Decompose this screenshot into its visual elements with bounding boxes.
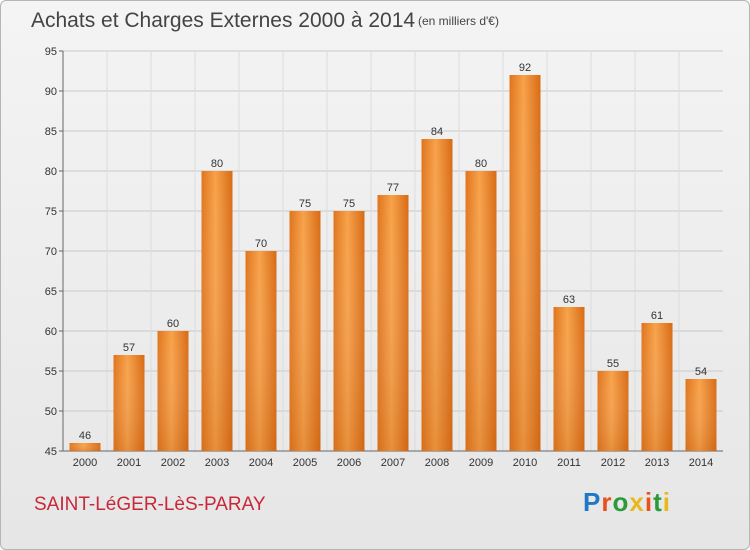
y-tick-label: 85 bbox=[45, 126, 57, 138]
x-tick-label-2002: 2002 bbox=[161, 457, 185, 469]
value-label-2014: 54 bbox=[695, 366, 707, 378]
value-label-2001: 57 bbox=[123, 342, 135, 354]
y-tick-label: 95 bbox=[45, 46, 57, 58]
value-label-2010: 92 bbox=[519, 62, 531, 74]
chart-title: Achats et Charges Externes 2000 à 2014 bbox=[31, 9, 416, 32]
x-tick-label-2004: 2004 bbox=[249, 457, 273, 469]
value-label-2013: 61 bbox=[651, 310, 663, 322]
brand-letter: i bbox=[644, 487, 654, 517]
x-tick-label-2009: 2009 bbox=[469, 457, 493, 469]
brand-letter: r bbox=[601, 487, 613, 517]
value-label-2000: 46 bbox=[79, 430, 91, 442]
commune-name: SAINT-LéGER-LèS-PARAY bbox=[34, 494, 266, 515]
brand-letter: x bbox=[629, 487, 645, 517]
value-label-2004: 70 bbox=[255, 238, 267, 250]
x-tick-label-2008: 2008 bbox=[425, 457, 449, 469]
value-label-2008: 84 bbox=[431, 126, 443, 138]
bar-shade-2006 bbox=[333, 211, 365, 451]
bar-shade-2003 bbox=[201, 171, 233, 451]
value-label-2012: 55 bbox=[607, 358, 619, 370]
brand-logo: Proxiti bbox=[583, 487, 671, 518]
x-tick-label-2013: 2013 bbox=[645, 457, 669, 469]
x-tick-label-2003: 2003 bbox=[205, 457, 229, 469]
bar-shade-2009 bbox=[465, 171, 497, 451]
y-tick-label: 70 bbox=[45, 246, 57, 258]
bar-shade-2005 bbox=[289, 211, 321, 451]
x-tick-label-2000: 2000 bbox=[73, 457, 97, 469]
chart-subtitle: (en milliers d'€) bbox=[418, 14, 499, 28]
value-label-2009: 80 bbox=[475, 158, 487, 170]
bars-layer bbox=[69, 75, 717, 451]
x-tick-label-2001: 2001 bbox=[117, 457, 141, 469]
y-tick-label: 45 bbox=[45, 446, 57, 458]
bar-shade-2010 bbox=[509, 75, 541, 451]
value-label-2002: 60 bbox=[167, 318, 179, 330]
x-tick-label-2005: 2005 bbox=[293, 457, 317, 469]
x-tick-label-2014: 2014 bbox=[689, 457, 713, 469]
value-label-2003: 80 bbox=[211, 158, 223, 170]
value-label-2005: 75 bbox=[299, 198, 311, 210]
x-tick-label-2010: 2010 bbox=[513, 457, 537, 469]
y-tick-label: 65 bbox=[45, 286, 57, 298]
x-tick-label-2012: 2012 bbox=[601, 457, 625, 469]
y-tick-label: 50 bbox=[45, 406, 57, 418]
labels-layer: 46 2000 57 2001 60 2002 80 2003 70 2004 75 2005 75 20… bbox=[73, 62, 713, 469]
bar-shade-2011 bbox=[553, 307, 585, 451]
y-tick-label: 80 bbox=[45, 166, 57, 178]
bar-shade-2008 bbox=[421, 139, 453, 451]
brand-letter: i bbox=[662, 487, 671, 517]
value-label-2011: 63 bbox=[563, 294, 575, 306]
bar-shade-2001 bbox=[113, 355, 145, 451]
y-tick-label: 75 bbox=[45, 206, 57, 218]
brand-letter: t bbox=[653, 487, 663, 517]
x-tick-label-2007: 2007 bbox=[381, 457, 405, 469]
bar-shade-2012 bbox=[597, 371, 629, 451]
bar-shade-2000 bbox=[69, 443, 101, 451]
x-tick-label-2006: 2006 bbox=[337, 457, 361, 469]
bar-shade-2013 bbox=[641, 323, 673, 451]
y-tick-label: 55 bbox=[45, 366, 57, 378]
x-tick-label-2011: 2011 bbox=[557, 457, 581, 469]
brand-letter: o bbox=[612, 487, 630, 517]
bar-shade-2002 bbox=[157, 331, 189, 451]
y-tick-label: 90 bbox=[45, 86, 57, 98]
bar-shade-2004 bbox=[245, 251, 277, 451]
value-label-2006: 75 bbox=[343, 198, 355, 210]
brand-letter: P bbox=[583, 487, 602, 517]
bar-shade-2007 bbox=[377, 195, 409, 451]
value-label-2007: 77 bbox=[387, 182, 399, 194]
bar-shade-2014 bbox=[685, 379, 717, 451]
y-tick-label: 60 bbox=[45, 326, 57, 338]
